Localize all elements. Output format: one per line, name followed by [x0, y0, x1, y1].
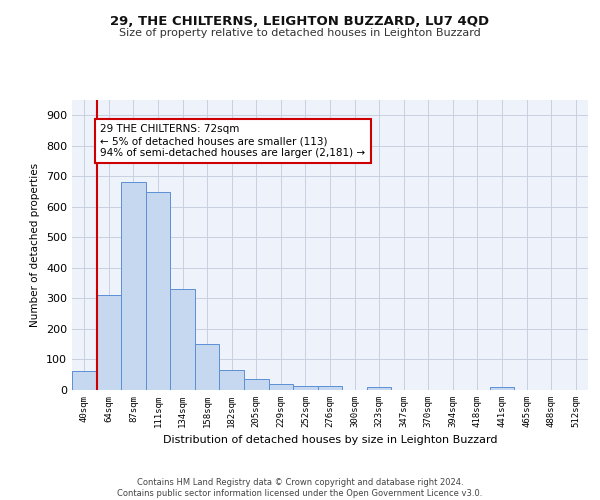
Bar — [170, 290, 195, 390]
Bar — [97, 296, 121, 390]
Y-axis label: Number of detached properties: Number of detached properties — [31, 163, 40, 327]
Bar — [220, 370, 244, 390]
Bar — [269, 384, 293, 390]
Bar — [244, 380, 269, 390]
Bar — [72, 371, 97, 390]
Text: 29, THE CHILTERNS, LEIGHTON BUZZARD, LU7 4QD: 29, THE CHILTERNS, LEIGHTON BUZZARD, LU7… — [110, 15, 490, 28]
Bar — [367, 387, 391, 390]
Bar — [195, 344, 220, 390]
Bar — [146, 192, 170, 390]
Bar — [293, 386, 318, 390]
Bar — [490, 387, 514, 390]
Text: Size of property relative to detached houses in Leighton Buzzard: Size of property relative to detached ho… — [119, 28, 481, 38]
Text: 29 THE CHILTERNS: 72sqm
← 5% of detached houses are smaller (113)
94% of semi-de: 29 THE CHILTERNS: 72sqm ← 5% of detached… — [100, 124, 365, 158]
Bar — [318, 386, 342, 390]
Text: Contains HM Land Registry data © Crown copyright and database right 2024.
Contai: Contains HM Land Registry data © Crown c… — [118, 478, 482, 498]
Bar — [121, 182, 146, 390]
X-axis label: Distribution of detached houses by size in Leighton Buzzard: Distribution of detached houses by size … — [163, 436, 497, 446]
